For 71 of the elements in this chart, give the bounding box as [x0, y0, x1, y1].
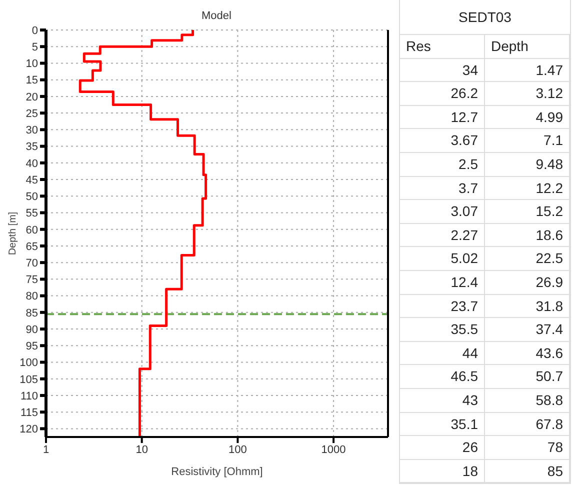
x-tick-label: 1	[42, 444, 50, 456]
text: 3.7	[400, 176, 485, 200]
y-tick-label: 85	[26, 307, 38, 320]
text: 26.2	[400, 82, 485, 106]
y-tick-label: 90	[26, 324, 38, 336]
text: 35.5	[400, 318, 485, 342]
text: 1.47	[485, 58, 570, 82]
text: 78	[485, 436, 570, 460]
text: 43	[400, 388, 485, 412]
y-tick-label: 15	[26, 74, 38, 87]
text: 7.1	[485, 129, 570, 153]
y-tick-label: 105	[20, 374, 38, 386]
category-label: Depth	[485, 35, 570, 59]
y-tick-label: 55	[26, 208, 38, 220]
y-tick-label: 5	[32, 42, 38, 54]
text: 67.8	[485, 412, 570, 436]
y-tick-label: 40	[26, 158, 38, 170]
text: 12.4	[400, 270, 485, 295]
text: 50.7	[485, 365, 570, 389]
text: 15.2	[485, 200, 570, 224]
text: 26	[400, 436, 485, 460]
text: 31.8	[485, 294, 570, 318]
text: 44	[400, 342, 485, 366]
text: 37.4	[485, 318, 570, 342]
text: 85	[485, 460, 570, 484]
text: 3.07	[400, 200, 485, 224]
y-tick-label: 30	[26, 124, 38, 137]
text: 2.5	[400, 152, 485, 177]
y-tick-label: 25	[26, 108, 38, 120]
x-tick-label: 100	[228, 444, 247, 456]
text: 5.02	[400, 247, 485, 271]
x-tick-label: 10	[136, 444, 148, 456]
text: 9.48	[485, 152, 570, 177]
text: 12.7	[400, 106, 485, 130]
text: 18	[400, 460, 485, 484]
y-tick-label: 70	[26, 257, 38, 270]
text: 22.5	[485, 247, 570, 271]
y-tick-label: 75	[26, 274, 38, 286]
text: 4.99	[485, 106, 570, 130]
text: 3.12	[485, 82, 570, 106]
y-tick-label: 45	[26, 174, 38, 186]
text: 46.5	[400, 365, 485, 389]
y-tick-label: 60	[26, 224, 38, 236]
y-tick-label: 120	[20, 424, 38, 436]
y-tick-label: 80	[26, 290, 38, 303]
y-tick-label: 65	[26, 240, 38, 253]
y-axis-title: Depth [m]	[8, 212, 19, 256]
text: 23.7	[400, 294, 485, 318]
x-tick-label: 1000	[321, 444, 346, 456]
y-tick-label: 110	[20, 390, 38, 402]
text: 18.6	[485, 224, 570, 248]
text: 58.8	[485, 388, 570, 412]
y-tick-label: 95	[26, 340, 38, 353]
text: SEDT03	[400, 0, 570, 35]
text: 12.2	[485, 176, 570, 200]
y-tick-label: 100	[20, 357, 38, 370]
text: 26.9	[485, 270, 570, 295]
y-tick-label: 115	[20, 406, 38, 419]
text: 43.6	[485, 342, 570, 366]
y-tick-label: 0	[32, 24, 38, 37]
chart-title: Model	[200, 10, 232, 22]
y-tick-label: 35	[26, 141, 38, 154]
x-axis-title: Resistivity [Ohmm]	[171, 466, 263, 478]
text: 34	[400, 58, 485, 82]
y-tick-label: 50	[26, 191, 38, 204]
text: 35.1	[400, 412, 485, 436]
category-label: Res	[400, 35, 485, 59]
y-tick-label: 20	[26, 91, 38, 104]
text: 2.27	[400, 224, 485, 248]
text: 3.67	[400, 129, 485, 153]
y-tick-label: 10	[26, 58, 38, 70]
